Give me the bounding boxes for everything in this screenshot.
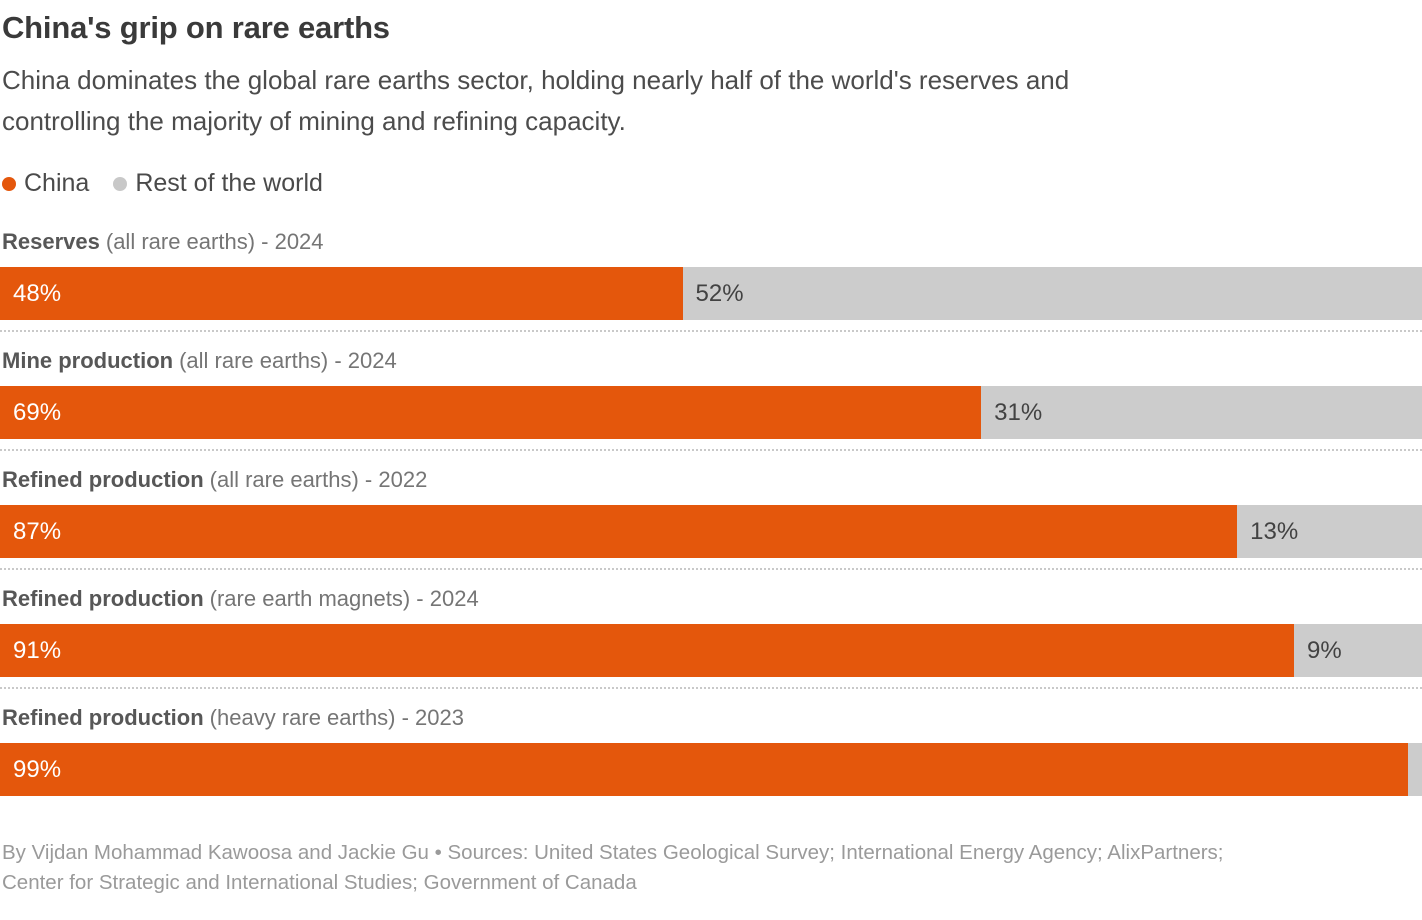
bar-value-china: 48% xyxy=(13,279,62,307)
bar-row-qualifier: (all rare earths) - 2024 xyxy=(105,229,324,254)
bar-row-label: Refined production (heavy rare earths) - … xyxy=(2,705,1422,731)
bar-row: Reserves (all rare earths) - 2024 48% 52% xyxy=(0,229,1422,320)
source-credit: By Vijdan Mohammad Kawoosa and Jackie Gu… xyxy=(2,838,1422,898)
bar-row-metric: Refined production xyxy=(2,705,204,730)
chart-subtitle-line1: China dominates the global rare earths s… xyxy=(2,65,1070,95)
bar-segment-rest-of-world: 9% xyxy=(1294,624,1422,677)
stacked-bar: 99% xyxy=(0,743,1422,796)
stacked-bar: 48% 52% xyxy=(0,267,1422,320)
bar-segment-china: 69% xyxy=(0,386,982,439)
bar-row: Refined production (all rare earths) - 20… xyxy=(0,467,1422,558)
row-separator xyxy=(0,568,1422,570)
bar-row-qualifier: (heavy rare earths) - 2023 xyxy=(209,705,464,730)
bar-row-label: Refined production (rare earth magnets) -… xyxy=(2,586,1422,612)
bar-row: Refined production (rare earth magnets) -… xyxy=(0,586,1422,677)
bar-row-label: Reserves (all rare earths) - 2024 xyxy=(2,229,1422,255)
china-legend-dot-icon xyxy=(2,176,16,191)
bar-segment-china: 91% xyxy=(0,624,1295,677)
bar-value-china: 99% xyxy=(13,755,62,783)
bar-value-rest-of-world: 31% xyxy=(994,398,1043,426)
bar-row-label: Refined production (all rare earths) - 20… xyxy=(2,467,1422,493)
bar-segment-china: 48% xyxy=(0,267,683,320)
rest-of-world-legend-dot-icon xyxy=(113,176,128,191)
stacked-bar: 69% 31% xyxy=(0,386,1422,439)
bar-segment-rest-of-world: 52% xyxy=(682,267,1422,320)
bar-value-china: 87% xyxy=(13,517,62,545)
bar-segment-rest-of-world xyxy=(1407,743,1422,796)
legend-item-rest-of-world: Rest of the world xyxy=(113,169,323,198)
bar-row-metric: Mine production xyxy=(2,348,174,373)
row-separator xyxy=(0,449,1422,451)
bar-row-label: Mine production (all rare earths) - 2024 xyxy=(2,348,1422,374)
bar-row-qualifier: (rare earth magnets) - 2024 xyxy=(209,586,479,611)
row-separator xyxy=(0,687,1422,689)
bar-value-rest-of-world: 9% xyxy=(1307,636,1342,664)
source-credit-line2: Center for Strategic and International S… xyxy=(2,871,637,894)
bar-segment-rest-of-world: 13% xyxy=(1237,505,1422,558)
bar-value-china: 91% xyxy=(13,636,62,664)
bar-row-metric: Reserves xyxy=(2,229,100,254)
bar-row-qualifier: (all rare earths) - 2024 xyxy=(179,348,397,373)
legend: China Rest of the world xyxy=(2,169,1422,198)
bar-value-rest-of-world: 13% xyxy=(1250,517,1299,545)
bar-row: Mine production (all rare earths) - 2024 6… xyxy=(0,348,1422,439)
bar-value-rest-of-world: 52% xyxy=(695,279,744,307)
row-separator xyxy=(0,330,1422,332)
chart-title: China's grip on rare earths xyxy=(2,10,390,45)
bar-row-qualifier: (all rare earths) - 2022 xyxy=(209,467,428,492)
bar-value-china: 69% xyxy=(13,398,62,426)
legend-label-china: China xyxy=(24,169,90,197)
legend-label-rest-of-world: Rest of the world xyxy=(135,169,323,197)
bar-segment-china: 99% xyxy=(0,743,1408,796)
stacked-bar: 91% 9% xyxy=(0,624,1422,677)
legend-item-china: China xyxy=(2,169,89,198)
bar-segment-china: 87% xyxy=(0,505,1238,558)
source-credit-line1: By Vijdan Mohammad Kawoosa and Jackie Gu… xyxy=(2,841,1224,864)
bar-row-metric: Refined production xyxy=(2,467,204,492)
bar-row-metric: Refined production xyxy=(2,586,204,611)
chart-subtitle-line2: controlling the majority of mining and r… xyxy=(2,106,626,136)
bars-container: Reserves (all rare earths) - 2024 48% 52% Mi… xyxy=(0,229,1422,796)
stacked-bar: 87% 13% xyxy=(0,505,1422,558)
chart-subtitle: China dominates the global rare earths s… xyxy=(2,60,1422,142)
bar-segment-rest-of-world: 31% xyxy=(981,386,1422,439)
bar-row: Refined production (heavy rare earths) - … xyxy=(0,705,1422,796)
